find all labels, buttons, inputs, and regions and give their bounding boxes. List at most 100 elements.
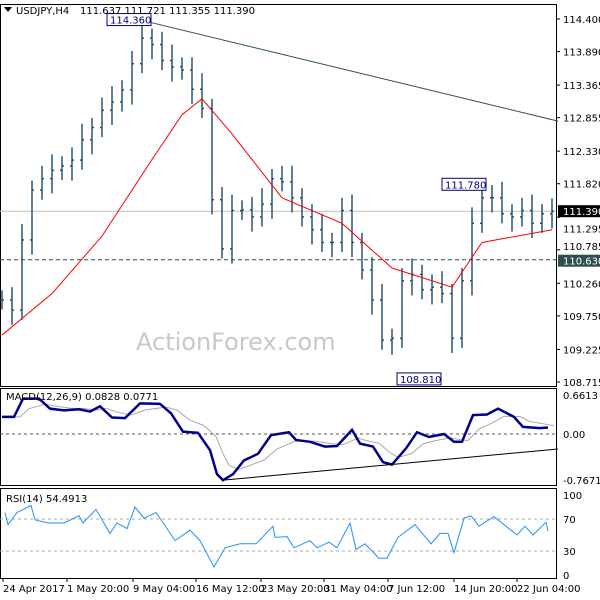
price-annotation-box [441,177,487,191]
support-label: 110.630 [563,257,600,268]
y-tick-label: 114.400 [563,15,600,26]
price-bar [170,44,174,82]
price-bar [260,188,264,227]
rsi-line [4,504,549,569]
trendline [146,21,559,122]
price-bar [40,165,44,200]
price-annotation: 114.360 [110,16,151,27]
price-bar [110,86,114,125]
collapse-triangle-icon[interactable] [4,7,12,12]
price-bar [340,197,344,253]
price-annotation-box [396,372,442,386]
price-bar [420,264,424,300]
price-bar [120,80,124,112]
rsi-y-label: 70 [563,515,576,526]
y-tick-label: 109.225 [563,345,600,356]
support-badge [558,254,600,267]
rsi-y-label: 100 [563,491,582,502]
price-bar [390,328,394,355]
price-annotation: 111.780 [445,180,486,191]
price-bar [30,180,34,255]
y-tick-label: 110.785 [563,242,600,253]
price-bar [400,268,404,348]
price-bar [280,165,284,192]
macd-y-label: 0.6613 [563,391,598,402]
price-bar [130,50,134,105]
price-bar [100,97,104,138]
price-bar [140,22,144,74]
macd-signal-line [8,403,555,470]
macd-y-label: 0.00 [563,430,585,441]
price-bar [160,31,164,71]
price-bar [530,194,534,239]
x-tick-label: 24 Apr 2017 [3,584,65,595]
price-bar [290,165,294,213]
price-bar [210,98,214,215]
price-annotation: 108.810 [400,375,441,386]
rsi-y-label: 0 [563,571,569,582]
y-tick-label: 113.890 [563,48,600,59]
price-bar [430,274,434,305]
symbol-label: USDJPY,H4 [16,6,69,17]
y-tick-label: 111.820 [563,180,600,191]
macd-trendline [222,448,559,481]
price-bar [10,287,14,325]
rsi-y-label: 30 [563,547,576,558]
price-bar [180,57,184,80]
panel-frame-1 [0,388,557,486]
price-annotation-box [106,13,152,27]
y-tick-label: 112.330 [563,147,600,158]
x-tick-label: 14 Jun 20:00 [454,584,518,595]
price-bar [0,290,4,310]
macd-title: MACD(12,26,9) 0.0828 0.0771 [6,392,158,403]
price-bar [510,204,514,232]
y-tick-label: 113.365 [563,81,600,92]
price-bar [330,232,334,258]
price-bar [320,213,324,253]
price-bar [300,188,304,227]
price-bar [350,194,354,258]
price-bar [380,283,384,350]
price-bar [490,185,494,213]
panel-frame-2 [0,488,557,579]
price-bar [230,194,234,264]
x-tick-label: 16 May 12:00 [196,584,265,595]
price-bar [150,28,154,60]
price-bar [460,268,464,348]
price-bar [440,271,444,304]
price-bar [480,188,484,233]
price-bar [90,117,94,155]
price-bar [540,204,544,233]
x-tick-label: 7 Jun 12:00 [388,584,445,595]
x-tick-label: 22 Jun 04:00 [517,584,581,595]
ohlc-readout: 111.637 111.721 111.355 111.390 [80,6,255,17]
y-tick-label: 109.750 [563,312,600,323]
price-bar [410,258,414,296]
price-bar [500,181,504,224]
price-bar [250,197,254,232]
macd-y-label: -0.7671 [563,476,600,487]
x-tick-label: 31 May 04:00 [324,584,393,595]
price-bar [470,207,474,296]
price-bar [520,197,524,227]
price-bar [50,154,54,194]
price-bar [220,186,224,259]
price-bar [370,257,374,315]
price-bar [20,223,24,320]
x-tick-label: 23 May 20:00 [261,584,330,595]
price-bar [80,123,84,170]
macd-line [2,397,549,482]
price-bar [200,73,204,118]
panel-frame-0 [0,4,557,387]
price-bar [450,283,454,353]
y-tick-label: 111.295 [563,224,600,235]
price-bar [240,200,244,221]
price-bar [60,156,64,180]
x-tick-label: 1 May 20:00 [67,584,129,595]
price-bar [550,198,554,229]
watermark: ActionForex.com [136,328,336,356]
price-bar [270,169,274,219]
price-bar [70,147,74,181]
